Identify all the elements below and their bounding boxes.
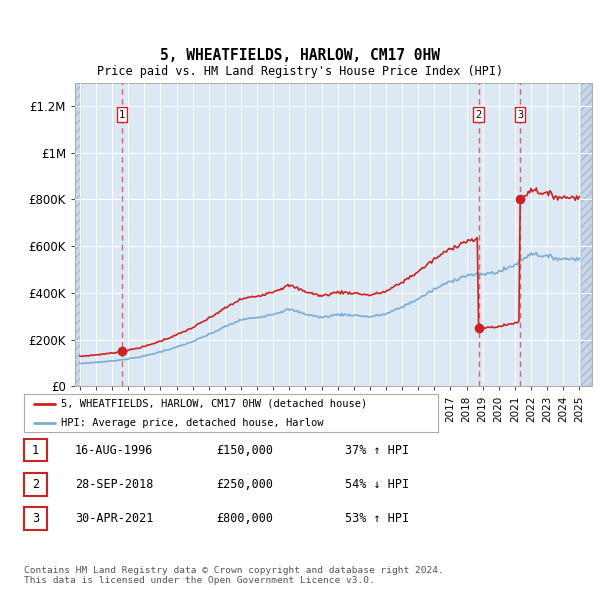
Text: £150,000: £150,000: [216, 444, 273, 457]
Text: 54% ↓ HPI: 54% ↓ HPI: [345, 478, 409, 491]
Text: £250,000: £250,000: [216, 478, 273, 491]
Text: 2: 2: [32, 478, 39, 491]
Text: 53% ↑ HPI: 53% ↑ HPI: [345, 512, 409, 525]
Bar: [75, 83, 81, 386]
Text: Contains HM Land Registry data © Crown copyright and database right 2024.
This d: Contains HM Land Registry data © Crown c…: [24, 566, 444, 585]
Text: 2: 2: [475, 110, 482, 120]
Text: HPI: Average price, detached house, Harlow: HPI: Average price, detached house, Harl…: [61, 418, 324, 428]
Text: 3: 3: [517, 110, 523, 120]
Text: £800,000: £800,000: [216, 512, 273, 525]
Text: 3: 3: [32, 512, 39, 525]
Bar: [581, 83, 592, 386]
Text: 1: 1: [32, 444, 39, 457]
Text: 5, WHEATFIELDS, HARLOW, CM17 0HW: 5, WHEATFIELDS, HARLOW, CM17 0HW: [160, 48, 440, 63]
Text: 5, WHEATFIELDS, HARLOW, CM17 0HW (detached house): 5, WHEATFIELDS, HARLOW, CM17 0HW (detach…: [61, 399, 368, 409]
Text: Price paid vs. HM Land Registry's House Price Index (HPI): Price paid vs. HM Land Registry's House …: [97, 65, 503, 78]
Text: 28-SEP-2018: 28-SEP-2018: [75, 478, 154, 491]
Text: 1: 1: [119, 110, 125, 120]
Text: 30-APR-2021: 30-APR-2021: [75, 512, 154, 525]
Text: 16-AUG-1996: 16-AUG-1996: [75, 444, 154, 457]
Text: 37% ↑ HPI: 37% ↑ HPI: [345, 444, 409, 457]
